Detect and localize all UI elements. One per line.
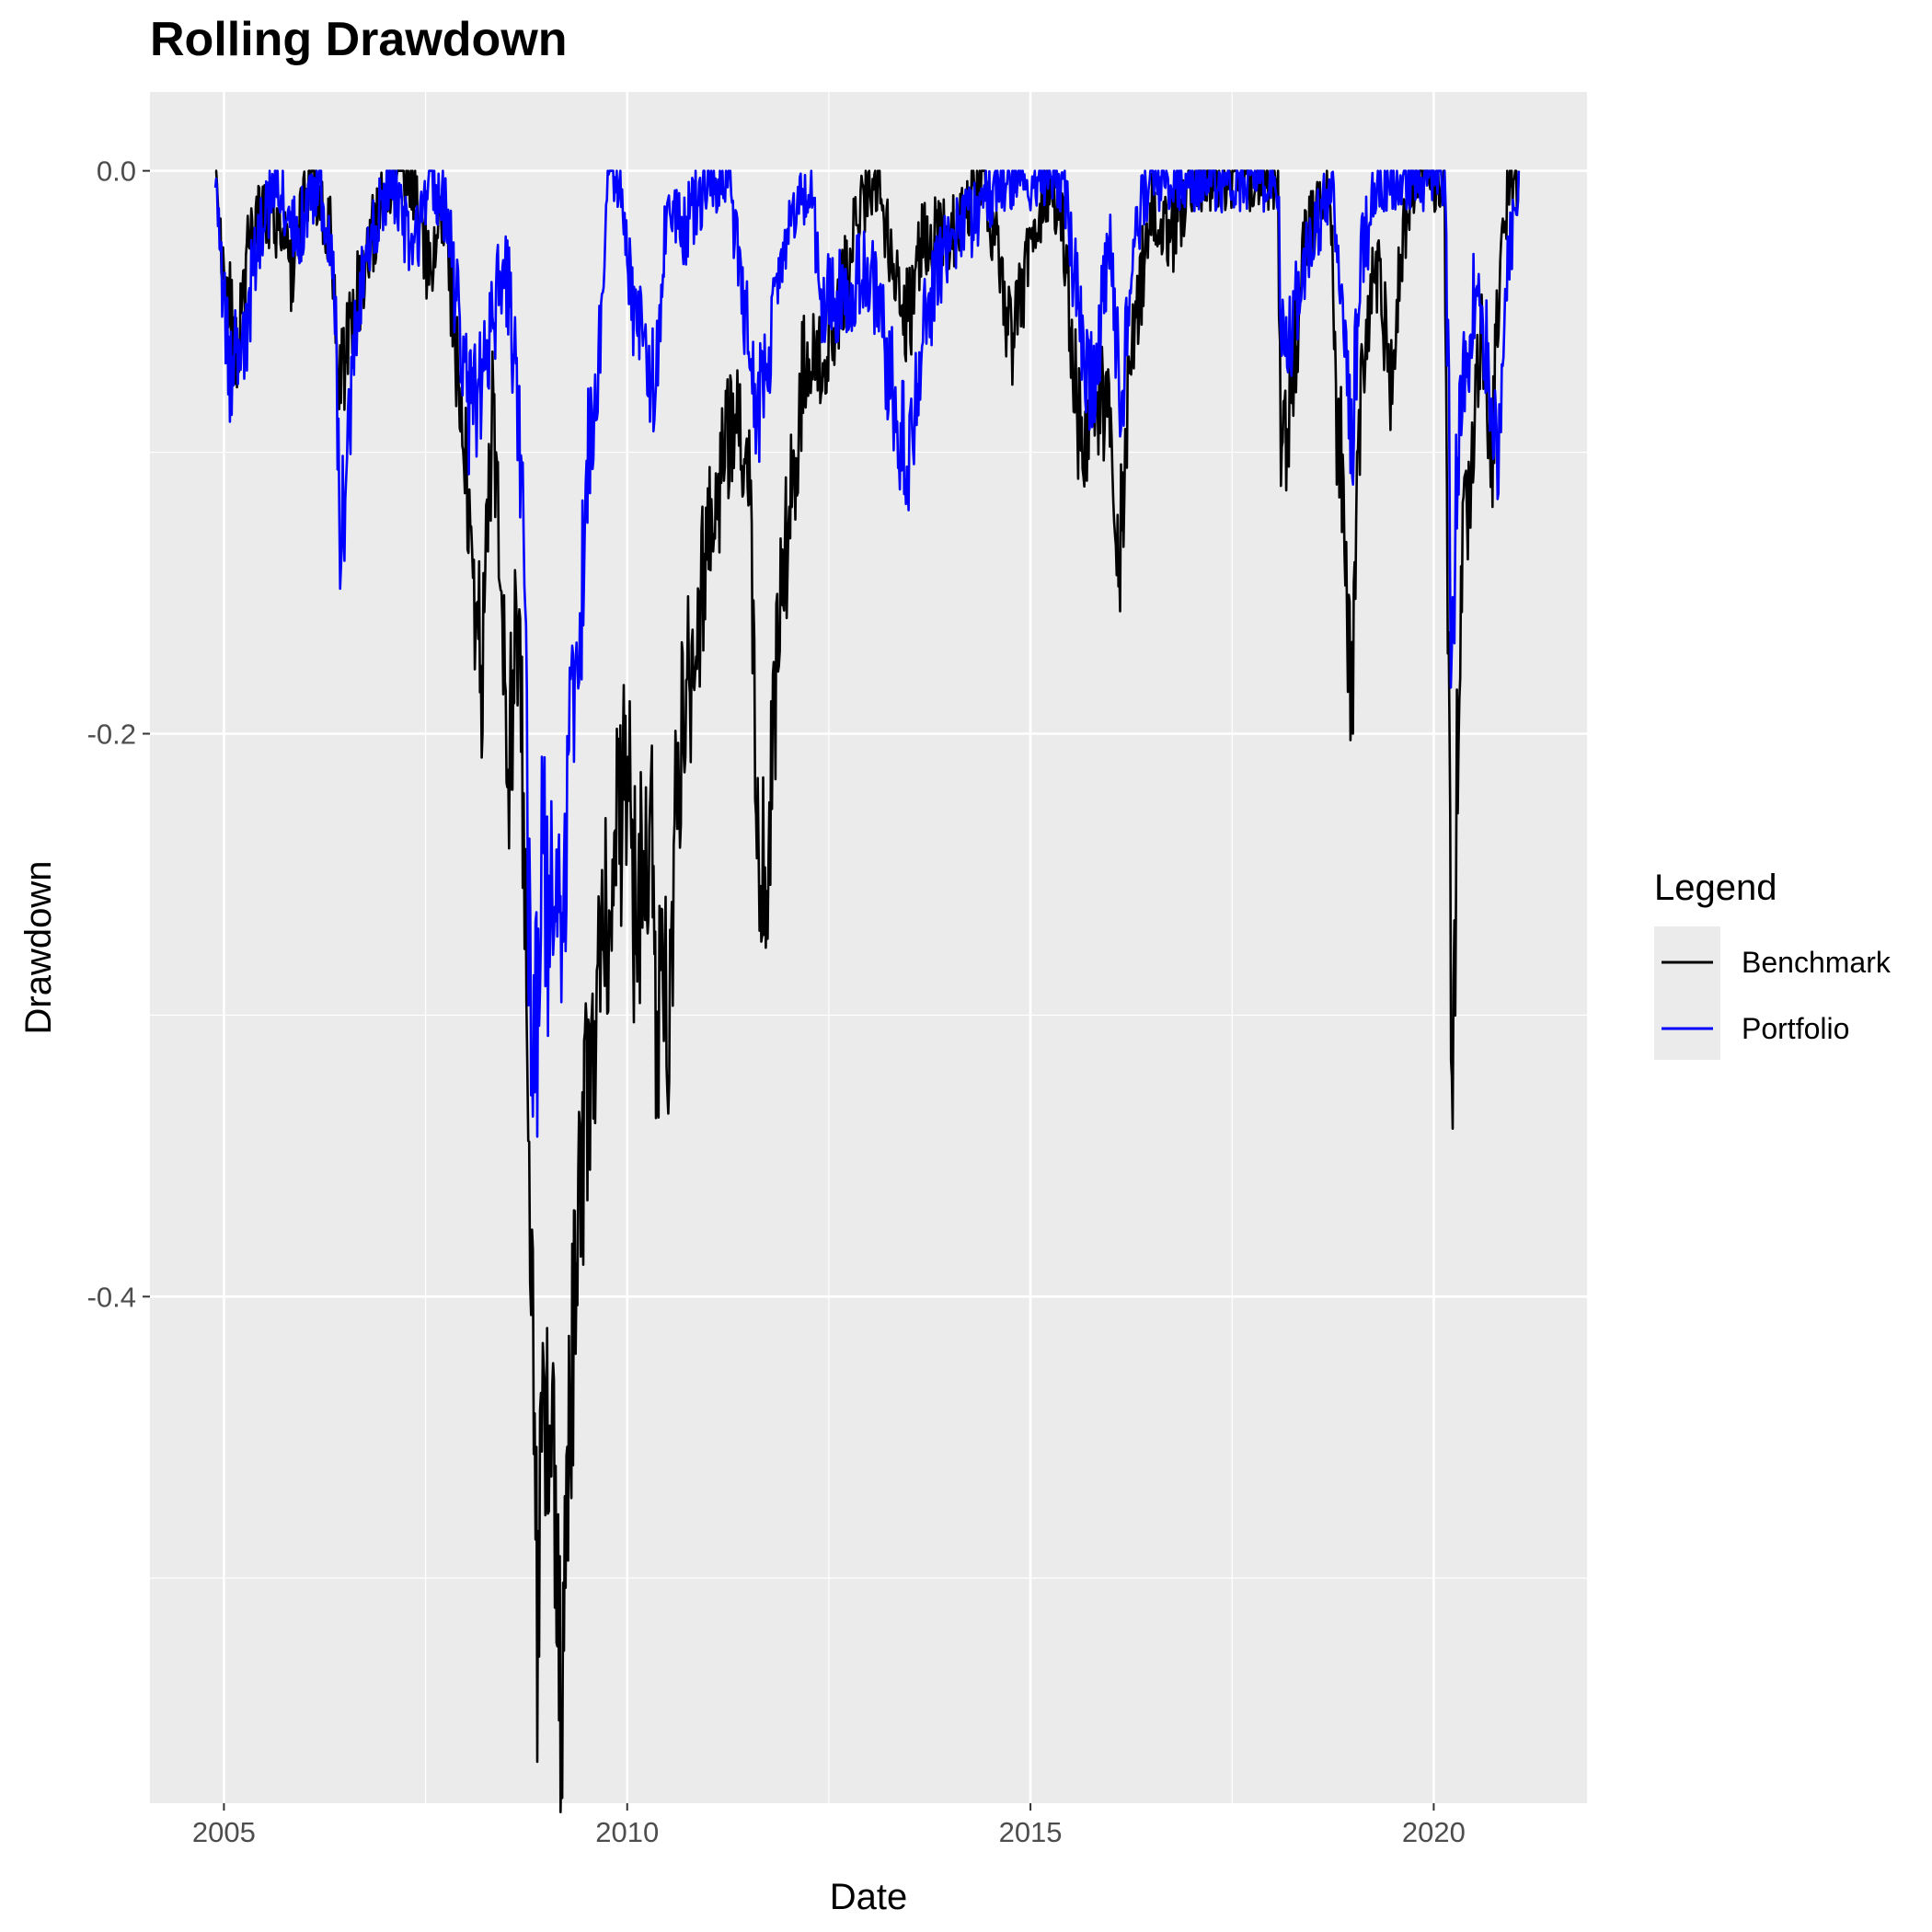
y-tick-label: 0.0	[97, 155, 136, 188]
axis-ticks: 2005 2010 2015 2020 0.0 -0.2 -0.4	[87, 155, 1466, 1848]
x-tick-label: 2010	[595, 1816, 659, 1848]
y-axis-title: Drawdown	[18, 861, 59, 1035]
x-tick-label: 2005	[192, 1816, 256, 1848]
legend: Legend Benchmark Portfolio	[1654, 868, 1892, 1060]
legend-label-portfolio: Portfolio	[1742, 1012, 1849, 1045]
y-tick-label: -0.4	[87, 1281, 136, 1313]
legend-label-benchmark: Benchmark	[1742, 946, 1892, 979]
plot-panel	[150, 92, 1587, 1803]
legend-key-background	[1654, 926, 1720, 1060]
chart-title: Rolling Drawdown	[150, 13, 568, 66]
series-layer	[213, 169, 1521, 1813]
legend-title: Legend	[1654, 868, 1777, 908]
y-tick-label: -0.2	[87, 719, 136, 751]
x-axis-title: Date	[830, 1877, 908, 1917]
x-tick-label: 2020	[1402, 1816, 1466, 1848]
x-tick-label: 2015	[999, 1816, 1063, 1848]
series-line-portfolio	[213, 169, 1521, 1138]
